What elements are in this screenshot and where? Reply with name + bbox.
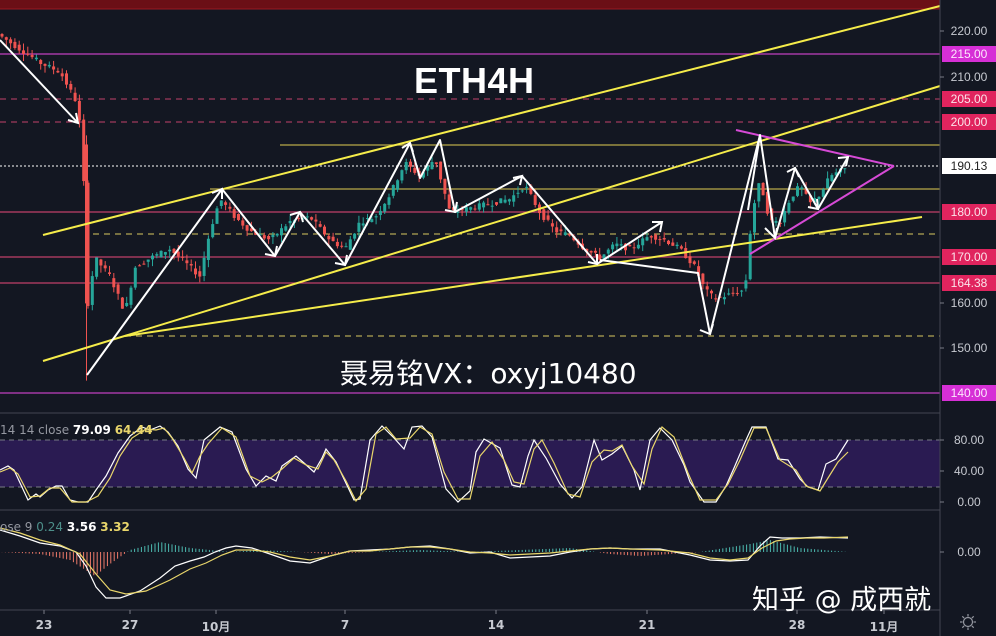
wave-arrows	[0, 39, 849, 376]
stoch-k-value: 79.09	[72, 423, 111, 437]
price-label-210: 210.00	[950, 70, 988, 84]
time-ticks	[43, 610, 885, 614]
price-label-170: 170.00	[942, 249, 996, 265]
stoch-d-line	[0, 426, 849, 503]
macd-value: 3.56	[66, 520, 97, 534]
price-label-164: 164.38	[942, 275, 996, 291]
trend-lines	[42, 5, 941, 362]
macd-legend-prefix: ose 9	[0, 520, 33, 534]
time-label: 7	[340, 618, 350, 632]
stoch-k-line	[0, 425, 849, 503]
macd-signal-line	[0, 527, 849, 595]
source-watermark: 知乎 @ 成西就	[752, 585, 932, 616]
time-label: 10月	[201, 620, 231, 634]
macd-hist-value: 0.24	[36, 520, 63, 534]
stoch-axis-40: 40.00	[953, 464, 985, 478]
price-label-160: 160.00	[950, 296, 988, 310]
stoch-legend-prefix: 14 14 close	[0, 423, 70, 437]
macd-histogram	[1, 540, 846, 576]
price-label-215: 215.00	[942, 46, 996, 62]
stoch-band	[0, 440, 940, 487]
time-label: 21	[638, 618, 656, 632]
macd-line	[0, 529, 849, 599]
stoch-axis-80: 80.00	[953, 433, 985, 447]
resistance-zone	[0, 0, 940, 9]
current-price-label: 190.13	[942, 158, 996, 174]
time-label: 23	[35, 618, 53, 632]
stoch-axis-0: 0.00	[957, 495, 981, 509]
stoch-legend[interactable]: 14 14 close 79.09 64.44	[0, 423, 153, 437]
time-label: 11月	[869, 620, 899, 634]
time-label: 14	[487, 618, 505, 632]
price-label-180: 180.00	[942, 204, 996, 220]
price-label-205: 205.00	[942, 91, 996, 107]
contact-watermark: 聂易铭VX：oxyj10480	[340, 357, 637, 390]
chart-title: ETH4H	[414, 60, 535, 101]
macd-legend[interactable]: ose 9 0.24 3.56 3.32	[0, 520, 130, 534]
settings-gear-icon[interactable]	[958, 612, 978, 632]
stoch-d-value: 64.44	[114, 423, 153, 437]
price-label-220: 220.00	[950, 24, 988, 38]
time-label: 27	[121, 618, 139, 632]
macd-axis-0: 0.00	[957, 545, 981, 559]
macd-signal-value: 3.32	[100, 520, 130, 534]
arrow-heads	[67, 112, 850, 336]
horizontal-levels	[0, 53, 940, 394]
time-label: 28	[788, 618, 806, 632]
price-label-200: 200.00	[942, 114, 996, 130]
price-label-140: 140.00	[942, 385, 996, 401]
triangle-pattern	[735, 129, 895, 255]
price-label-150: 150.00	[950, 341, 988, 355]
